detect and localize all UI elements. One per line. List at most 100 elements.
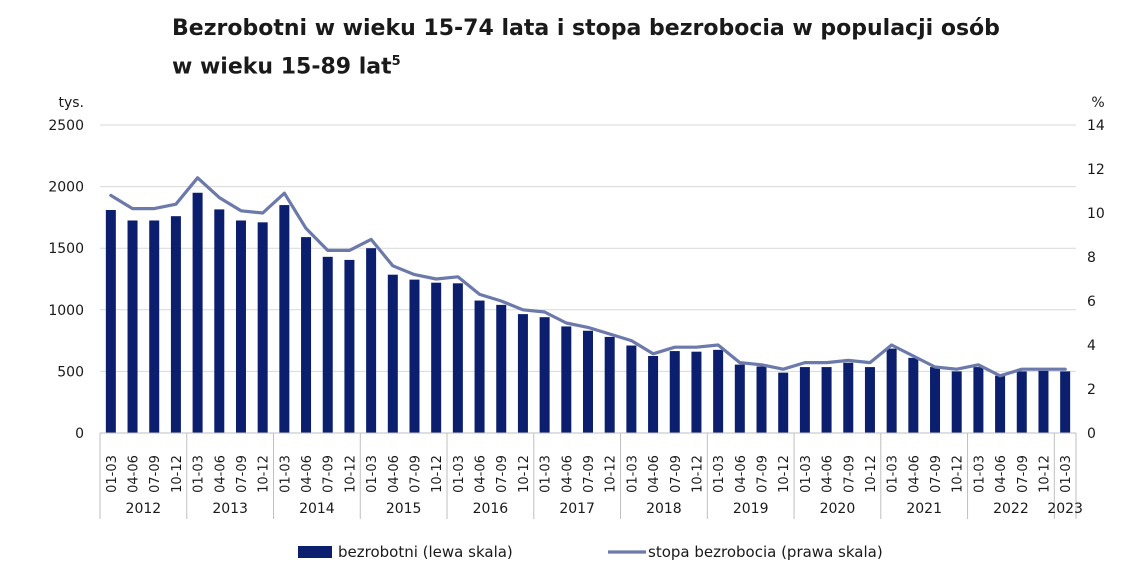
bar <box>886 348 897 433</box>
bar <box>604 336 615 433</box>
bar <box>235 220 246 433</box>
chart-title-line1: Bezrobotni w wieku 15-74 lata i stopa be… <box>172 16 1000 41</box>
bar <box>192 192 203 433</box>
x-axis-year-label: 2020 <box>820 501 856 517</box>
x-axis-quarter-label: 10-12 <box>170 455 185 493</box>
x-axis-quarter-label: 01-03 <box>886 455 901 493</box>
x-axis-quarter-label: 04-06 <box>300 455 315 493</box>
x-axis-quarter-label: 07-09 <box>235 455 250 493</box>
bar <box>843 362 854 433</box>
bar <box>409 279 420 433</box>
bar <box>452 283 463 433</box>
bar <box>583 330 593 433</box>
legend-label-line: stopa bezrobocia (prawa skala) <box>648 543 883 561</box>
x-axis-quarter-label: 04-06 <box>560 455 575 493</box>
x-axis-quarter-label: 07-09 <box>322 455 337 493</box>
legend: bezrobotni (lewa skala) stopa bezrobocia … <box>298 543 883 561</box>
right-axis-tick-label: 0 <box>1087 426 1096 442</box>
x-axis-quarter-label: 10-12 <box>1037 455 1052 493</box>
x-axis-quarter-label: 07-09 <box>842 455 857 493</box>
x-axis-year-label: 2014 <box>299 501 335 517</box>
bar <box>387 274 398 433</box>
bar <box>778 372 789 433</box>
bar <box>474 300 485 433</box>
x-axis-year-label: 2015 <box>386 501 422 517</box>
x-axis-quarter-label: 10-12 <box>864 455 879 493</box>
x-axis-quarter-label: 10-12 <box>604 455 619 493</box>
x-axis-quarter-label: 04-06 <box>994 455 1009 493</box>
x-axis-quarter-label: 07-09 <box>582 455 597 493</box>
bar <box>821 367 832 433</box>
bar <box>279 205 290 433</box>
x-axis-quarter-label: 01-03 <box>1059 455 1074 493</box>
bar <box>1060 371 1071 433</box>
x-axis-quarter-label: 01-03 <box>625 455 640 493</box>
x-axis-quarter-label: 04-06 <box>821 455 836 493</box>
bar <box>908 357 919 433</box>
bar <box>995 375 1006 433</box>
x-axis-quarter-label: 04-06 <box>734 455 749 493</box>
bar <box>951 371 962 433</box>
x-axis-quarter-label: 01-03 <box>712 455 727 493</box>
left-axis-unit: tys. <box>58 95 84 111</box>
x-axis-quarter-label: 01-03 <box>972 455 987 493</box>
right-axis-tick-label: 6 <box>1087 294 1096 310</box>
chart-title-line2: w wieku 15-89 lat <box>172 54 392 80</box>
bar <box>648 356 659 433</box>
x-axis-quarter-label: 01-03 <box>278 455 293 493</box>
x-axis-quarter-label: 10-12 <box>430 455 445 493</box>
x-axis-quarter-label: 01-03 <box>452 455 467 493</box>
x-axis-quarter-label: 01-03 <box>105 455 120 493</box>
bar <box>669 351 680 433</box>
x-axis-quarter-label: 10-12 <box>951 455 966 493</box>
left-axis-tick-label: 0 <box>75 426 84 442</box>
bar <box>322 256 333 433</box>
right-axis-tick-label: 8 <box>1087 250 1096 266</box>
bar <box>864 367 875 433</box>
x-axis-year-label: 2019 <box>733 501 769 517</box>
left-axis-tick-label: 2500 <box>48 118 84 134</box>
x-axis-quarter-label: 07-09 <box>669 455 684 493</box>
right-axis-tick-label: 14 <box>1087 118 1105 134</box>
x-axis-year-label: 2017 <box>559 501 595 517</box>
x-axis-quarter-label: 10-12 <box>777 455 792 493</box>
bar <box>561 326 572 433</box>
x-axis-quarter-label: 07-09 <box>408 455 423 493</box>
bar <box>1016 371 1027 433</box>
x-axis-year-label: 2012 <box>126 501 162 517</box>
x-axis-quarter-label: 04-06 <box>127 455 142 493</box>
x-axis-quarter-label: 04-06 <box>647 455 662 493</box>
x-axis-quarter-label: 01-03 <box>539 455 554 493</box>
unemployment-rate-line <box>109 176 1067 378</box>
x-axis-quarter-label: 07-09 <box>148 455 163 493</box>
bar <box>257 222 268 433</box>
bar <box>713 349 724 433</box>
x-axis-quarter-label: 04-06 <box>213 455 228 493</box>
right-axis-tick-label: 2 <box>1087 382 1096 398</box>
x-axis-year-label: 2018 <box>646 501 682 517</box>
bar <box>105 210 116 433</box>
x-axis-quarter-label: 07-09 <box>756 455 771 493</box>
x-axis-quarter-label: 10-12 <box>517 455 532 493</box>
bar <box>517 314 528 433</box>
chart-title: Bezrobotni w wieku 15-74 lata i stopa be… <box>172 12 1072 83</box>
x-axis-quarter-label: 07-09 <box>495 455 510 493</box>
x-axis-quarter-label: 01-03 <box>192 455 207 493</box>
bar <box>973 367 984 433</box>
bar <box>930 367 941 433</box>
bar <box>301 237 312 433</box>
bar <box>756 366 767 433</box>
x-axis-quarter-label: 07-09 <box>929 455 944 493</box>
right-axis-tick-label: 4 <box>1087 338 1096 354</box>
chart-title-footnote: 5 <box>391 54 401 69</box>
x-axis-year-label: 2022 <box>993 501 1029 517</box>
bar <box>1038 370 1049 433</box>
x-axis-quarter-label: 10-12 <box>690 455 705 493</box>
bar <box>734 364 745 433</box>
x-axis-quarter-label: 04-06 <box>474 455 489 493</box>
bar <box>170 216 181 433</box>
left-axis-tick-label: 2000 <box>48 180 84 196</box>
x-axis-quarter-label: 01-03 <box>365 455 380 493</box>
left-axis-tick-label: 1500 <box>48 241 84 257</box>
left-axis-tick-label: 1000 <box>48 303 84 319</box>
